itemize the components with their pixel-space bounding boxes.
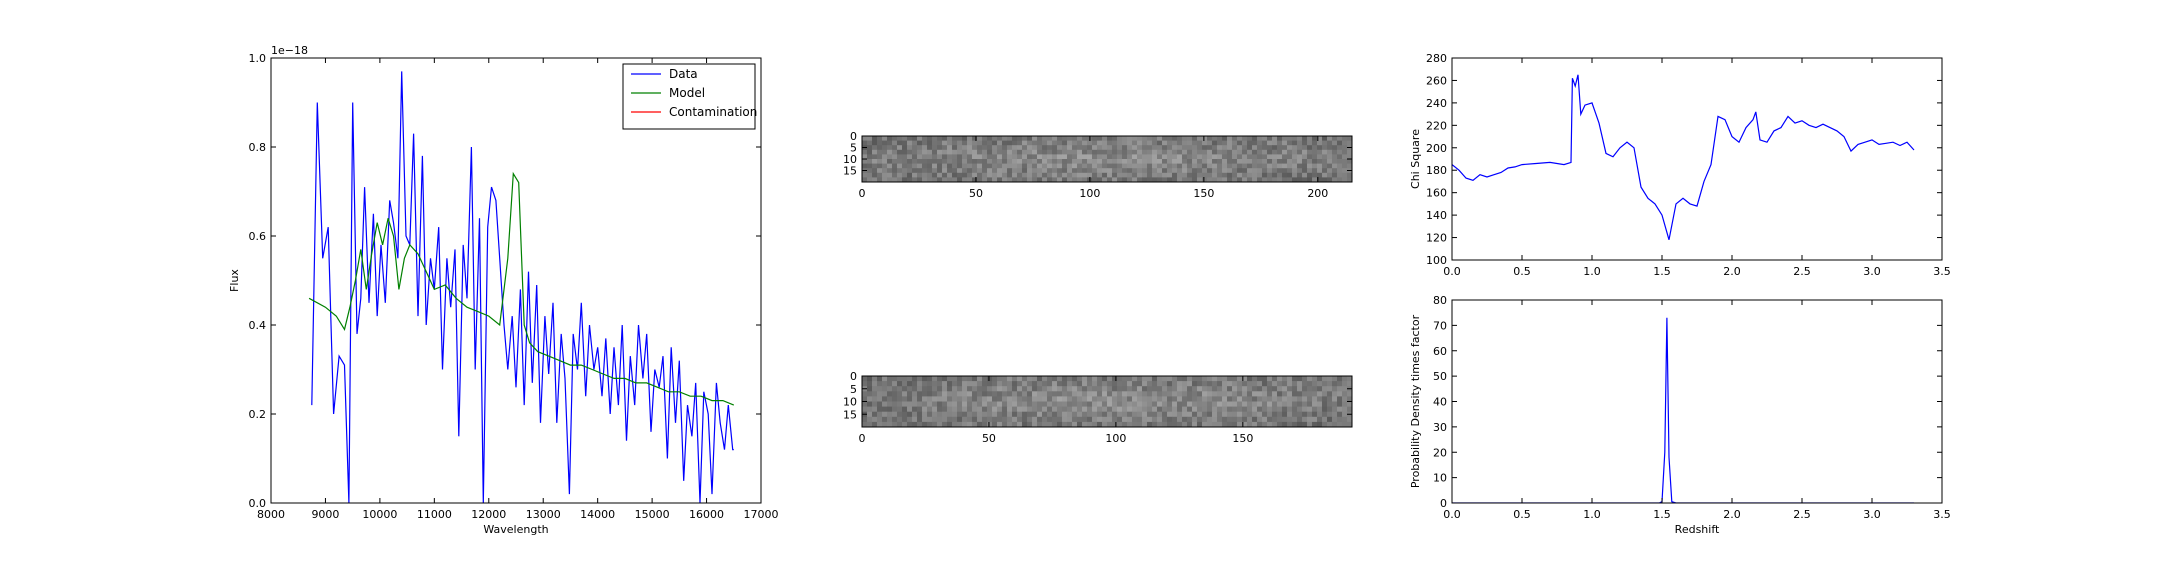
pdf-chart: 0.0 0.5 1.0 1.5 2.0 2.5 3.0 3.5 0 10 20 30 40 50 60 70 8… bbox=[1409, 294, 1951, 536]
x-axis-label: Wavelength bbox=[483, 523, 548, 536]
x-tick-label: 1.0 bbox=[1583, 265, 1601, 278]
x-tick-label: 8000 bbox=[257, 508, 285, 521]
y-tick-label: 60 bbox=[1433, 345, 1447, 358]
x-tick-label: 2.0 bbox=[1723, 508, 1741, 521]
x-tick-label: 3.5 bbox=[1933, 265, 1951, 278]
y-axis-label: Chi Square bbox=[1409, 129, 1422, 189]
y-tick-label: 0.6 bbox=[249, 230, 267, 243]
x-tick-label: 0 bbox=[859, 432, 866, 445]
y-tick-label: 180 bbox=[1426, 164, 1447, 177]
legend-label: Data bbox=[669, 67, 698, 81]
x-tick-label: 50 bbox=[969, 187, 983, 200]
y-axis-label: Probability Density times factor bbox=[1409, 314, 1422, 488]
y-tick-label: 120 bbox=[1426, 232, 1447, 245]
y-tick-label: 40 bbox=[1433, 396, 1447, 409]
y-tick-label: 240 bbox=[1426, 97, 1447, 110]
x-tick-label: 3.5 bbox=[1933, 508, 1951, 521]
x-tick-label: 14000 bbox=[580, 508, 615, 521]
y-tick-label: 1.0 bbox=[249, 52, 267, 65]
x-tick-label: 17000 bbox=[744, 508, 779, 521]
axes-frame bbox=[270, 57, 762, 504]
x-tick-label: 1.0 bbox=[1583, 508, 1601, 521]
legend-box bbox=[622, 63, 756, 130]
x-tick-label: 0.0 bbox=[1443, 508, 1461, 521]
legend-label: Contamination bbox=[669, 105, 757, 119]
series-line-data bbox=[311, 71, 734, 503]
y-offset-text: 1e−18 bbox=[271, 44, 308, 57]
chisq-chart: 0.0 0.5 1.0 1.5 2.0 2.5 3.0 3.5 100 120 140 160 180 2… bbox=[1409, 52, 1951, 278]
y-tick-label: 0 bbox=[850, 130, 857, 143]
x-tick-label: 100 bbox=[1105, 432, 1126, 445]
x-tick-label: 0.5 bbox=[1513, 508, 1531, 521]
y-tick-label: 100 bbox=[1426, 254, 1447, 267]
x-tick-label: 16000 bbox=[689, 508, 724, 521]
x-tick-label: 2.5 bbox=[1793, 265, 1811, 278]
x-tick-label: 200 bbox=[1307, 187, 1328, 200]
y-tick-label: 0.4 bbox=[249, 319, 267, 332]
y-tick-label: 20 bbox=[1433, 446, 1447, 459]
x-tick-label: 3.0 bbox=[1863, 265, 1881, 278]
y-tick-label: 80 bbox=[1433, 294, 1447, 307]
y-tick-label: 70 bbox=[1433, 319, 1447, 332]
y-tick-label: 5 bbox=[850, 142, 857, 155]
y-tick-label: 220 bbox=[1426, 119, 1447, 132]
x-tick-label: 1.5 bbox=[1653, 508, 1671, 521]
y-tick-label: 0.8 bbox=[249, 141, 267, 154]
y-tick-label: 10 bbox=[843, 396, 857, 409]
y-tick-label: 0.0 bbox=[249, 497, 267, 510]
y-tick-label: 50 bbox=[1433, 370, 1447, 383]
spectrum-chart: 8000 9000 10000 11000 12000 13000 14000 15000 16… bbox=[228, 44, 779, 536]
x-tick-label: 0 bbox=[859, 187, 866, 200]
y-tick-label: 280 bbox=[1426, 52, 1447, 65]
x-tick-label: 15000 bbox=[635, 508, 670, 521]
x-axis-label: Redshift bbox=[1675, 523, 1720, 536]
legend-label: Model bbox=[669, 86, 705, 100]
x-tick-label: 0.0 bbox=[1443, 265, 1461, 278]
y-tick-label: 260 bbox=[1426, 74, 1447, 87]
series-line-model bbox=[308, 171, 735, 406]
plot-area bbox=[1452, 58, 1942, 260]
y-axis-label: Flux bbox=[228, 269, 241, 292]
x-tick-label: 11000 bbox=[417, 508, 452, 521]
x-tick-label: 1.5 bbox=[1653, 265, 1671, 278]
y-tick-label: 0 bbox=[1440, 497, 1447, 510]
x-tick-label: 10000 bbox=[362, 508, 397, 521]
axes-frame bbox=[1451, 57, 1943, 261]
legend: Data Model Contamination bbox=[622, 63, 757, 130]
y-tick-label: 0 bbox=[850, 370, 857, 383]
y-tick-label: 10 bbox=[843, 153, 857, 166]
x-tick-label: 150 bbox=[1232, 432, 1253, 445]
y-tick-label: 200 bbox=[1426, 142, 1447, 155]
y-tick-label: 15 bbox=[843, 408, 857, 421]
x-tick-label: 2.5 bbox=[1793, 508, 1811, 521]
x-tick-label: 100 bbox=[1079, 187, 1100, 200]
series-line-data bbox=[1452, 74, 1915, 240]
y-tick-label: 30 bbox=[1433, 421, 1447, 434]
plot-area bbox=[1452, 300, 1942, 503]
y-tick-label: 10 bbox=[1433, 472, 1447, 485]
x-tick-label: 150 bbox=[1193, 187, 1214, 200]
y-tick-label: 0.2 bbox=[249, 408, 267, 421]
x-tick-label: 0.5 bbox=[1513, 265, 1531, 278]
x-tick-label: 2.0 bbox=[1723, 265, 1741, 278]
y-tick-label: 5 bbox=[850, 383, 857, 396]
x-tick-label: 13000 bbox=[526, 508, 561, 521]
x-tick-label: 12000 bbox=[471, 508, 506, 521]
x-tick-label: 9000 bbox=[311, 508, 339, 521]
spectrum-image bbox=[862, 376, 1353, 428]
y-tick-label: 15 bbox=[843, 165, 857, 178]
spectrum-image bbox=[862, 136, 1353, 183]
x-tick-label: 50 bbox=[982, 432, 996, 445]
y-tick-label: 140 bbox=[1426, 209, 1447, 222]
y-tick-label: 160 bbox=[1426, 187, 1447, 200]
x-tick-label: 3.0 bbox=[1863, 508, 1881, 521]
